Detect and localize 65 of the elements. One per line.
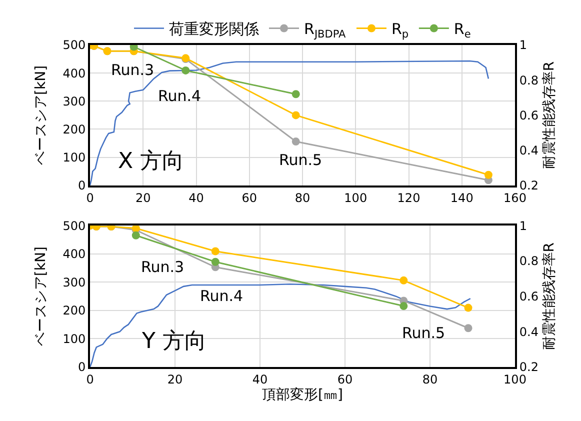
legend-label: R$_{e}$ — [454, 20, 471, 40]
y2-tick-label: 1 — [519, 38, 528, 52]
y-tick-label: 500 — [62, 38, 86, 52]
y2-tick-label: 0.2 — [519, 178, 538, 193]
y2-tick-label: 0.8 — [519, 73, 538, 88]
y2-axis-title: 耐震性能残存率R — [541, 61, 558, 170]
line-series — [90, 284, 472, 367]
y-tick-label: 100 — [62, 332, 86, 346]
legend-label: R$_{p}$ — [391, 20, 409, 40]
x-tick-label: 80 — [294, 190, 310, 205]
x-tick-label: 100 — [344, 190, 368, 205]
x-tick-label: 100 — [504, 372, 526, 386]
annotation: Run.4 — [158, 87, 202, 105]
x-tick-label: 80 — [422, 372, 438, 386]
y2-axis-title: 耐震性能残存率R — [541, 242, 558, 350]
y-tick-label: 400 — [62, 66, 86, 80]
y-tick-label: 300 — [62, 94, 86, 108]
x-tick-label: 120 — [397, 190, 420, 205]
y2-tick-label: 0.4 — [519, 143, 538, 158]
x-tick-label: 60 — [337, 372, 353, 386]
point — [464, 324, 472, 332]
x-tick-label: 160 — [504, 190, 526, 205]
annotation: Run.5 — [279, 151, 322, 169]
point — [211, 258, 220, 266]
point — [132, 231, 140, 240]
legend-label: 荷重変形関係 — [169, 20, 259, 38]
y-tick-label: 500 — [62, 218, 86, 233]
x-tick-label: 40 — [188, 190, 204, 205]
y2-tick-label: 0.6 — [519, 290, 538, 304]
x-tick-label: 20 — [135, 190, 151, 205]
y2-tick-label: 0.4 — [519, 324, 538, 339]
y-tick-label: 100 — [62, 150, 86, 165]
point — [292, 90, 300, 98]
x-tick-label: 60 — [242, 190, 258, 205]
x-tick-label: 20 — [167, 372, 183, 386]
y-tick-label: 300 — [62, 275, 86, 290]
x-axis-title: 頂部変形[㎜] — [262, 387, 343, 404]
point — [211, 247, 220, 256]
y2-tick-label: 0.2 — [519, 360, 538, 374]
point — [464, 304, 472, 312]
annotation: Run.3 — [111, 61, 154, 79]
point — [400, 302, 408, 310]
y-tick-label: 200 — [62, 122, 86, 136]
y2-tick-label: 1 — [519, 218, 528, 233]
y-tick-label: 0 — [78, 178, 86, 193]
y2-tick-label: 0.6 — [519, 108, 538, 122]
y-tick-label: 0 — [78, 360, 86, 374]
point — [182, 66, 190, 74]
y-tick-label: 400 — [62, 247, 86, 262]
legend-label: R$_{JBDPA}$ — [304, 20, 346, 40]
x-tick-label: 140 — [450, 190, 474, 205]
point — [484, 170, 492, 179]
point — [292, 138, 300, 146]
x-tick-label: 40 — [252, 372, 268, 386]
annotation: Run.4 — [200, 287, 244, 305]
annotation: Run.3 — [141, 258, 184, 276]
y-axis-title: ベースシア[kN] — [32, 246, 49, 346]
y-tick-label: 200 — [62, 304, 86, 318]
annotation: X 方向 — [118, 149, 184, 174]
annotation: Y 方向 — [141, 329, 206, 354]
point — [292, 111, 300, 120]
annotation: Run.5 — [402, 324, 446, 342]
y-axis-title: ベースシア[kN] — [32, 65, 49, 165]
y2-tick-label: 0.8 — [519, 254, 538, 268]
point — [400, 276, 408, 284]
